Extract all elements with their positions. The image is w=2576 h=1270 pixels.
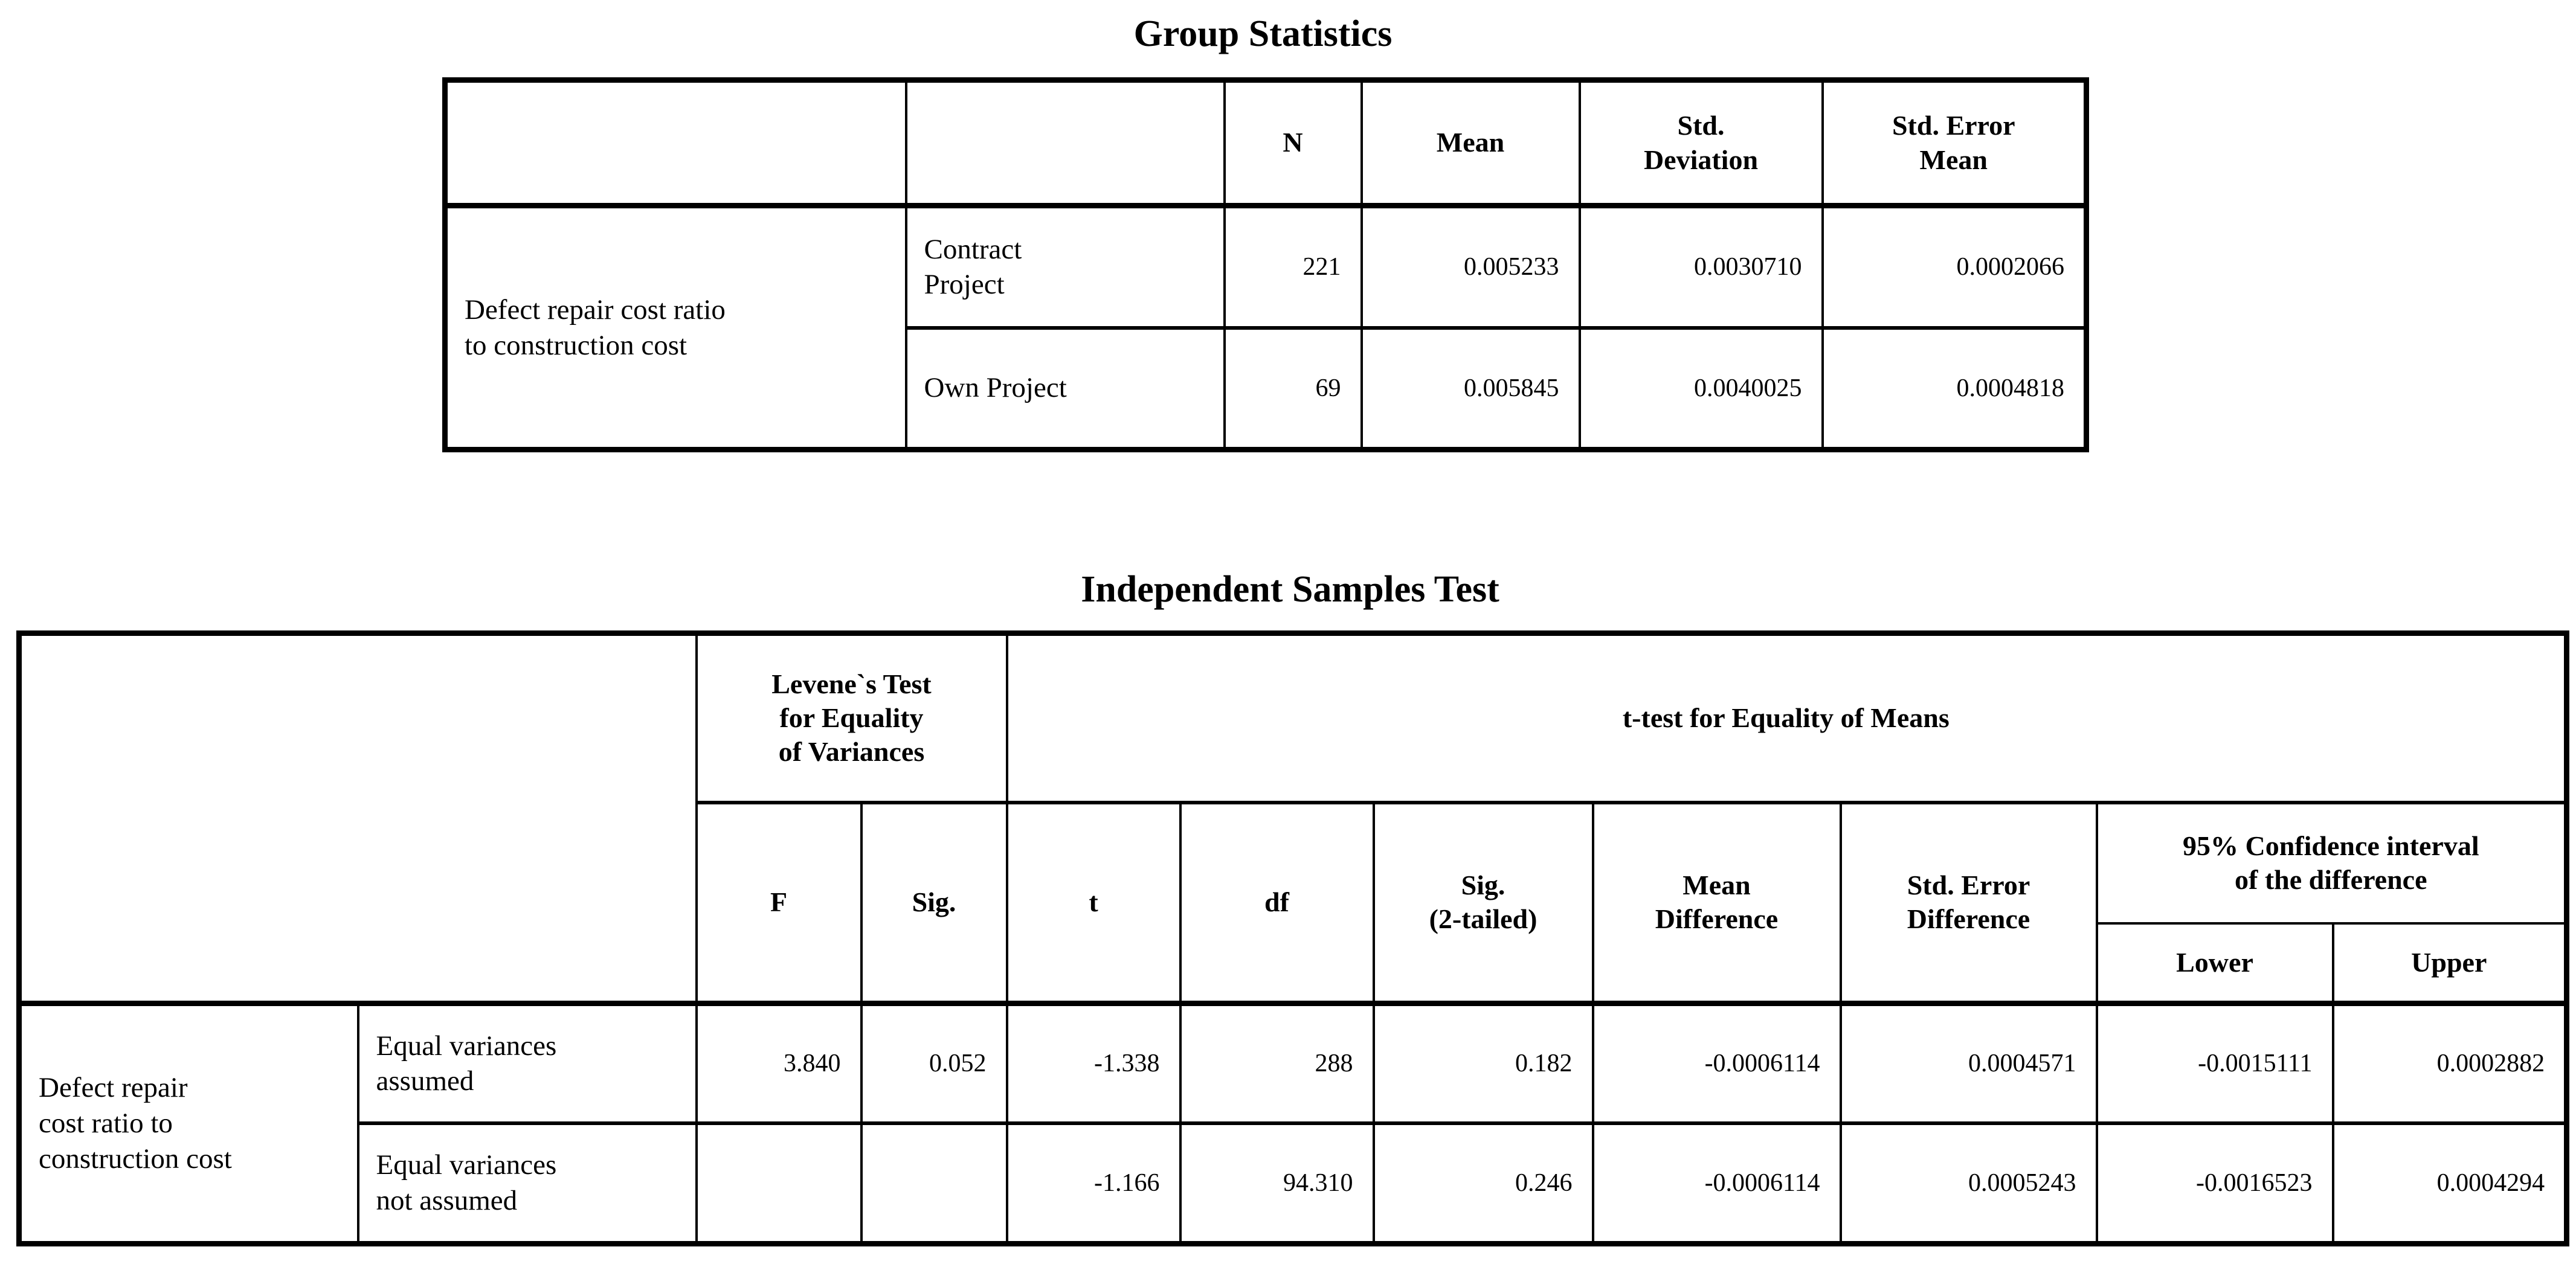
ist-header-t: t bbox=[1005, 800, 1182, 1005]
ist-cell-eva-lower: -0.0015111 bbox=[2095, 1001, 2334, 1124]
ist-header-f: F bbox=[695, 800, 863, 1005]
gs-cell-own-group: Own Project bbox=[904, 326, 1226, 451]
ist-header-confidence-interval: 95% Confidence interval of the differenc… bbox=[2095, 800, 2568, 925]
gs-cell-contract-std-deviation: 0.0030710 bbox=[1578, 203, 1824, 329]
gs-header-row: N Mean Std. Deviation Std. Error Mean bbox=[443, 79, 2088, 207]
gs-cell-contract-mean: 0.005233 bbox=[1360, 203, 1581, 329]
gs-cell-contract-group: Contract Project bbox=[904, 203, 1226, 329]
ist-header-empty bbox=[18, 632, 698, 1005]
gs-cell-own-std-error-mean: 0.0004818 bbox=[1821, 326, 2088, 451]
ist-cell-eva-f: 3.840 bbox=[695, 1001, 863, 1124]
ist-header-lower: Lower bbox=[2095, 922, 2334, 1005]
gs-cell-own-n: 69 bbox=[1223, 326, 1363, 451]
ist-header-mean-difference: Mean Difference bbox=[1591, 800, 1842, 1005]
gs-header-std-error-mean: Std. Error Mean bbox=[1821, 79, 2088, 207]
ist-cell-eva-t: -1.338 bbox=[1005, 1001, 1182, 1124]
ist-cell-evna-mean-difference: -0.0006114 bbox=[1591, 1121, 1842, 1245]
ist-cell-eva-df: 288 bbox=[1179, 1001, 1375, 1124]
gs-row-own-project: Own Project 69 0.005845 0.0040025 0.0004… bbox=[445, 326, 2088, 451]
ist-header-row-2: F Sig. t df Sig. (2-tailed) Mean Differe… bbox=[19, 800, 2568, 1005]
group-statistics-title: Group Statistics bbox=[1133, 13, 1393, 54]
gs-row-label: Defect repair cost ratio to construction… bbox=[443, 203, 907, 451]
ist-cell-evna-upper: 0.0004294 bbox=[2331, 1121, 2568, 1245]
independent-samples-test-title: Independent Samples Test bbox=[1081, 569, 1499, 610]
ist-cell-eva-sig-2-tailed: 0.182 bbox=[1372, 1001, 1594, 1124]
ist-cell-evna-df: 94.310 bbox=[1179, 1121, 1375, 1245]
ist-header-upper: Upper bbox=[2331, 922, 2568, 1005]
ist-cell-evna-label: Equal variances not assumed bbox=[356, 1121, 698, 1245]
ist-header-levene-test: Levene`s Test for Equality of Variances bbox=[695, 632, 1008, 804]
ist-header-std-error-difference: Std. Error Difference bbox=[1839, 800, 2098, 1005]
gs-cell-contract-std-error-mean: 0.0002066 bbox=[1821, 203, 2088, 329]
ist-header-sig-2-tailed: Sig. (2-tailed) bbox=[1372, 800, 1594, 1005]
ist-cell-eva-upper: 0.0002882 bbox=[2331, 1001, 2568, 1124]
ist-cell-eva-mean-difference: -0.0006114 bbox=[1591, 1001, 1842, 1124]
group-statistics-table: N Mean Std. Deviation Std. Error Mean De… bbox=[442, 77, 2089, 452]
ist-cell-evna-lower: -0.0016523 bbox=[2095, 1121, 2334, 1245]
ist-header-ttest: t-test for Equality of Means bbox=[1005, 632, 2568, 804]
independent-samples-test-table: Levene`s Test for Equality of Variances … bbox=[16, 630, 2570, 1246]
gs-cell-own-mean: 0.005845 bbox=[1360, 326, 1581, 451]
gs-row-contract-project: Defect repair cost ratio to construction… bbox=[443, 203, 2088, 451]
gs-cell-contract-n: 221 bbox=[1223, 203, 1363, 329]
gs-header-n: N bbox=[1223, 79, 1363, 207]
gs-header-empty-variable bbox=[443, 79, 907, 207]
ist-row-equal-variances-assumed: Defect repair cost ratio to construction… bbox=[18, 1001, 2568, 1245]
ist-header-row-3: Lower Upper bbox=[19, 922, 2568, 1005]
ist-row-label: Defect repair cost ratio to construction… bbox=[18, 1001, 359, 1245]
ist-cell-eva-std-error-difference: 0.0004571 bbox=[1839, 1001, 2098, 1124]
gs-header-mean: Mean bbox=[1360, 79, 1581, 207]
ist-cell-eva-sig: 0.052 bbox=[860, 1001, 1008, 1124]
ist-header-row-1: Levene`s Test for Equality of Variances … bbox=[18, 632, 2568, 1005]
ist-cell-evna-std-error-difference: 0.0005243 bbox=[1839, 1121, 2098, 1245]
gs-header-std-deviation: Std. Deviation bbox=[1578, 79, 1824, 207]
ist-row-equal-variances-not-assumed: Equal variances not assumed -1.166 94.31… bbox=[19, 1121, 2568, 1245]
ist-cell-evna-t: -1.166 bbox=[1005, 1121, 1182, 1245]
ist-cell-eva-label: Equal variances assumed bbox=[356, 1001, 698, 1124]
ist-header-sig: Sig. bbox=[860, 800, 1008, 1005]
ist-cell-evna-f bbox=[695, 1121, 863, 1245]
ist-cell-evna-sig-2-tailed: 0.246 bbox=[1372, 1121, 1594, 1245]
gs-cell-own-std-deviation: 0.0040025 bbox=[1578, 326, 1824, 451]
gs-header-empty-group bbox=[904, 79, 1226, 207]
ist-cell-evna-sig bbox=[860, 1121, 1008, 1245]
ist-header-df: df bbox=[1179, 800, 1375, 1005]
